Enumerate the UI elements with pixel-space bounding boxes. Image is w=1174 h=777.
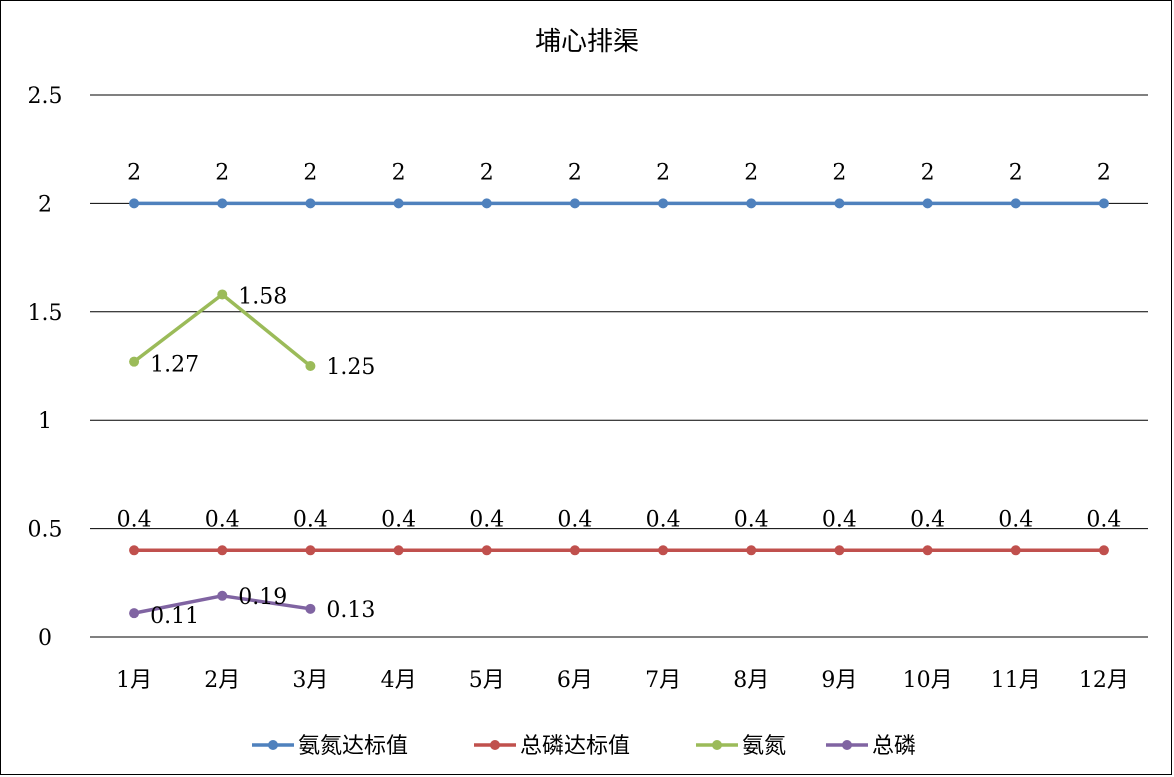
data-point <box>481 545 492 556</box>
data-label: 0.4 <box>822 507 857 532</box>
x-tick-label: 7月 <box>645 668 681 693</box>
data-point <box>658 198 669 209</box>
data-point <box>305 603 316 614</box>
data-point <box>569 545 580 556</box>
data-point <box>217 590 228 601</box>
x-tick-label: 5月 <box>469 668 505 693</box>
legend-label: 氨氮达标值 <box>298 734 408 759</box>
x-tick-label: 3月 <box>292 668 328 693</box>
data-point <box>658 545 669 556</box>
data-label: 2 <box>127 160 141 185</box>
data-label: 0.13 <box>326 598 375 623</box>
data-point <box>305 545 316 556</box>
series-2 <box>129 289 316 371</box>
data-point <box>1010 545 1021 556</box>
legend-marker <box>712 740 722 750</box>
data-point <box>217 289 228 300</box>
legend-label: 总磷达标值 <box>520 734 630 759</box>
series <box>129 198 1109 619</box>
x-tick-label: 2月 <box>204 668 240 693</box>
series-3 <box>129 590 316 619</box>
data-point <box>481 198 492 209</box>
y-tick-label: 2 <box>38 192 52 217</box>
data-point <box>1098 198 1109 209</box>
legend-marker <box>490 740 500 750</box>
data-label: 2 <box>744 160 758 185</box>
x-tick-label: 8月 <box>733 668 769 693</box>
x-tick-label: 11月 <box>991 668 1041 693</box>
y-tick-label: 0.5 <box>28 518 63 543</box>
data-label: 2 <box>303 160 317 185</box>
x-axis-ticks: 1月 2月 3月 4月 5月 6月 7月 8月 9月 10月 11月 12月 <box>116 668 1129 693</box>
x-tick-label: 4月 <box>381 668 417 693</box>
data-point <box>746 545 757 556</box>
data-label: 2 <box>832 160 846 185</box>
data-point <box>305 198 316 209</box>
data-label: 2 <box>1009 160 1023 185</box>
x-tick-label: 10月 <box>903 668 953 693</box>
data-label: 0.4 <box>293 507 328 532</box>
data-point <box>834 545 845 556</box>
data-label: 2 <box>392 160 406 185</box>
legend-marker <box>268 740 278 750</box>
x-tick-label: 6月 <box>557 668 593 693</box>
legend: 氨氮达标值 总磷达标值 氨氮 总磷 <box>252 734 916 759</box>
data-label: 2 <box>480 160 494 185</box>
data-label: 0.4 <box>734 507 769 532</box>
y-tick-label: 0 <box>38 626 52 651</box>
data-label: 0.4 <box>646 507 681 532</box>
data-point <box>129 198 140 209</box>
data-point <box>217 545 228 556</box>
series-1 <box>129 545 1109 556</box>
data-label: 2 <box>215 160 229 185</box>
data-label: 2 <box>1097 160 1111 185</box>
legend-marker <box>842 740 852 750</box>
data-point <box>922 545 933 556</box>
data-point <box>569 198 580 209</box>
data-point <box>746 198 757 209</box>
data-label: 0.11 <box>150 604 199 629</box>
data-point <box>834 198 845 209</box>
data-label: 1.58 <box>238 284 287 309</box>
data-label: 1.25 <box>326 355 375 380</box>
data-point <box>305 361 316 371</box>
data-labels: 2 2 2 2 2 2 2 2 2 2 2 2 0.4 0.4 0.4 0.4 0.4 0.4 0.4 0.4 0.4 0… <box>117 160 1122 629</box>
data-label: 0.4 <box>910 507 945 532</box>
data-label: 0.4 <box>117 507 152 532</box>
data-point <box>129 608 140 619</box>
y-axis-ticks: 0 0.5 1 1.5 2 2.5 <box>28 84 63 651</box>
data-point <box>922 198 933 209</box>
data-point <box>1010 198 1021 209</box>
data-label: 2 <box>921 160 935 185</box>
data-label: 0.4 <box>469 507 504 532</box>
data-point <box>217 198 228 209</box>
data-label: 0.4 <box>557 507 592 532</box>
series-0 <box>129 198 1109 209</box>
data-label: 0.4 <box>998 507 1033 532</box>
legend-label: 总磷 <box>872 734 916 759</box>
x-tick-label: 12月 <box>1079 668 1129 693</box>
data-label: 0.4 <box>205 507 240 532</box>
y-tick-label: 1 <box>38 409 52 434</box>
data-point <box>393 545 404 556</box>
y-tick-label: 1.5 <box>28 301 63 326</box>
data-point <box>129 356 140 367</box>
data-point <box>129 545 140 556</box>
data-label: 0.4 <box>381 507 416 532</box>
data-label: 0.19 <box>238 585 287 610</box>
x-tick-label: 1月 <box>116 668 152 693</box>
data-label: 0.4 <box>1086 507 1121 532</box>
data-point <box>1098 545 1109 556</box>
gridlines <box>90 94 1148 638</box>
data-label: 2 <box>656 160 670 185</box>
x-tick-label: 9月 <box>821 668 857 693</box>
data-label: 1.27 <box>150 353 199 378</box>
legend-label: 氨氮 <box>742 734 786 759</box>
y-tick-label: 2.5 <box>28 84 63 109</box>
chart-title: 埔心排渠 <box>535 27 639 57</box>
data-point <box>393 198 404 209</box>
data-label: 2 <box>568 160 582 185</box>
